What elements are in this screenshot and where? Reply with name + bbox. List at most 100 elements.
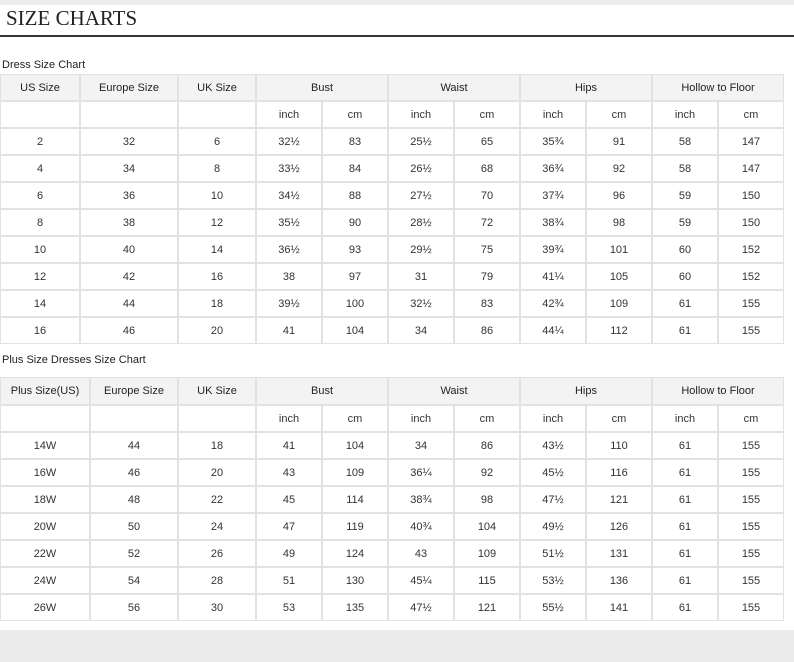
table-cell: 112 [586, 317, 652, 344]
table-cell: 61 [652, 594, 718, 621]
unit-header: inch [256, 101, 322, 128]
table-cell: 61 [652, 540, 718, 567]
table-cell: 68 [454, 155, 520, 182]
table-cell: 58 [652, 128, 718, 155]
column-header: Hollow to Floor [652, 377, 784, 405]
table-cell: 27½ [388, 182, 454, 209]
table-cell: 34 [80, 155, 178, 182]
column-header: UK Size [178, 377, 256, 405]
table-cell: 50 [90, 513, 178, 540]
table-cell: 61 [652, 290, 718, 317]
table-cell: 52 [90, 540, 178, 567]
table-cell: 49 [256, 540, 322, 567]
table-cell: 42¾ [520, 290, 586, 317]
table-cell: 25½ [388, 128, 454, 155]
unit-header: cm [586, 405, 652, 432]
blank-cell [0, 101, 80, 128]
table-cell: 12 [178, 209, 256, 236]
table-cell: 61 [652, 317, 718, 344]
column-header: Bust [256, 74, 388, 101]
unit-header: cm [322, 405, 388, 432]
table-cell: 30 [178, 594, 256, 621]
table-cell: 60 [652, 263, 718, 290]
table-cell: 135 [322, 594, 388, 621]
table-cell: 2 [0, 128, 80, 155]
table-cell: 59 [652, 209, 718, 236]
table-cell: 45¼ [388, 567, 454, 594]
table-cell: 114 [322, 486, 388, 513]
table-cell: 51 [256, 567, 322, 594]
column-header: Hips [520, 377, 652, 405]
table-cell: 130 [322, 567, 388, 594]
table-cell: 16 [178, 263, 256, 290]
column-header: Hips [520, 74, 652, 101]
table-cell: 36¾ [520, 155, 586, 182]
column-header: US Size [0, 74, 80, 101]
table-cell: 119 [322, 513, 388, 540]
unit-header: cm [586, 101, 652, 128]
table-cell: 75 [454, 236, 520, 263]
blank-cell [178, 101, 256, 128]
table-cell: 20 [178, 459, 256, 486]
table-cell: 61 [652, 513, 718, 540]
table-cell: 150 [718, 182, 784, 209]
table-cell: 155 [718, 567, 784, 594]
table-cell: 40¾ [388, 513, 454, 540]
table-cell: 104 [322, 317, 388, 344]
table-cell: 12 [0, 263, 80, 290]
table-cell: 155 [718, 486, 784, 513]
table-cell: 18 [178, 432, 256, 459]
table-cell: 92 [454, 459, 520, 486]
table-cell: 39½ [256, 290, 322, 317]
table-caption: Plus Size Dresses Size Chart [2, 354, 146, 366]
table-cell: 155 [718, 290, 784, 317]
table-cell: 61 [652, 459, 718, 486]
table-cell: 124 [322, 540, 388, 567]
table-cell: 79 [454, 263, 520, 290]
table-cell: 31 [388, 263, 454, 290]
title-rule [0, 35, 794, 37]
table-cell: 98 [454, 486, 520, 513]
unit-header: cm [718, 405, 784, 432]
table-cell: 61 [652, 567, 718, 594]
table-cell: 152 [718, 263, 784, 290]
table-cell: 155 [718, 540, 784, 567]
table-cell: 97 [322, 263, 388, 290]
table-cell: 43 [388, 540, 454, 567]
table-cell: 155 [718, 594, 784, 621]
unit-header: inch [520, 101, 586, 128]
table-cell: 41 [256, 432, 322, 459]
table-cell: 53½ [520, 567, 586, 594]
table-cell: 126 [586, 513, 652, 540]
table-cell: 47½ [388, 594, 454, 621]
table-cell: 86 [454, 432, 520, 459]
table-cell: 26½ [388, 155, 454, 182]
table-cell: 38 [256, 263, 322, 290]
table-cell: 34 [388, 432, 454, 459]
table-cell: 43 [256, 459, 322, 486]
table-cell: 53 [256, 594, 322, 621]
table-cell: 33½ [256, 155, 322, 182]
table-cell: 29½ [388, 236, 454, 263]
table-cell: 65 [454, 128, 520, 155]
table-cell: 100 [322, 290, 388, 317]
table-cell: 45½ [520, 459, 586, 486]
unit-header: inch [388, 101, 454, 128]
table-cell: 109 [322, 459, 388, 486]
table-cell: 55½ [520, 594, 586, 621]
table-cell: 88 [322, 182, 388, 209]
table-cell: 40 [80, 236, 178, 263]
table-cell: 150 [718, 209, 784, 236]
table-cell: 32½ [256, 128, 322, 155]
column-header: Hollow to Floor [652, 74, 784, 101]
column-header: Waist [388, 377, 520, 405]
table-cell: 131 [586, 540, 652, 567]
table-cell: 155 [718, 317, 784, 344]
footer-band [0, 630, 794, 662]
table-cell: 41¼ [520, 263, 586, 290]
top-band [0, 0, 794, 5]
table-cell: 136 [586, 567, 652, 594]
table-cell: 115 [454, 567, 520, 594]
table-cell: 51½ [520, 540, 586, 567]
